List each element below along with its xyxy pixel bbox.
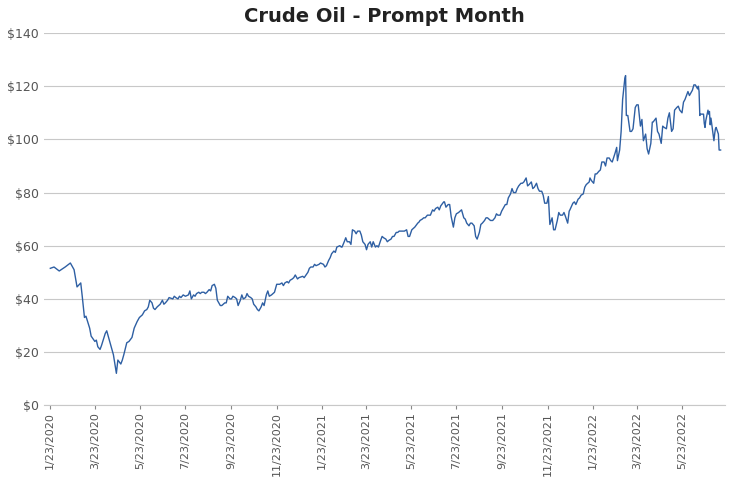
Title: Crude Oil - Prompt Month: Crude Oil - Prompt Month [244,7,525,26]
